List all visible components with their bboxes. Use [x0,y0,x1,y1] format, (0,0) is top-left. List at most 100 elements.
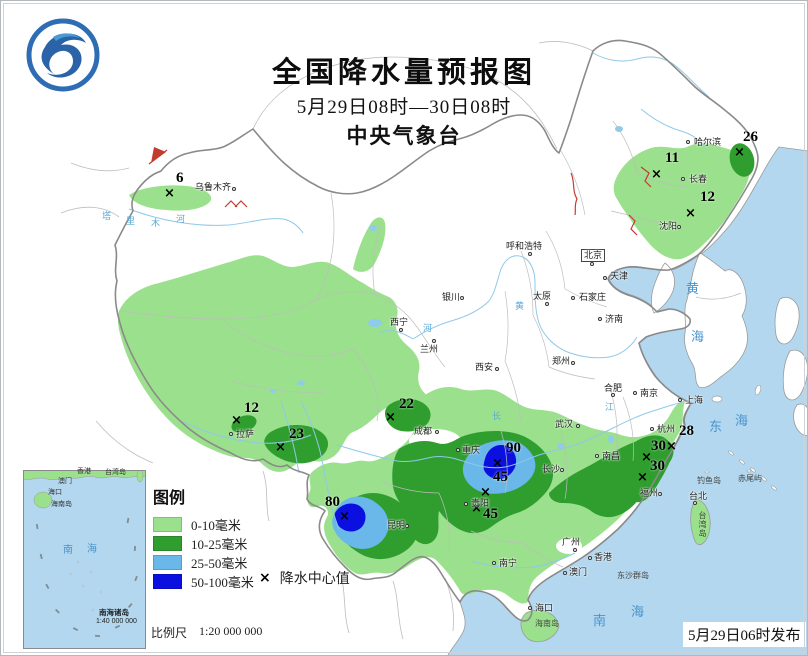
china-national-border [114,39,759,622]
liaodong-peninsula [651,262,675,314]
city-label: 重庆 [462,445,481,455]
inset-label: 南 [63,545,73,556]
city-dot [677,225,681,229]
city-label: 济南 [605,314,624,324]
river-label: 长 [492,411,502,421]
city-dot [528,252,532,256]
precip-center-x-icon: × [385,410,396,425]
rain-region-50-100-yunnan [334,503,366,532]
south-china-sea-inset-map [23,470,146,649]
city-dot [432,339,436,343]
city-label: 昆明 [387,520,406,530]
city-dot [229,432,233,436]
map-subtitle: 5月29日08时—30日08时 [296,97,512,118]
city-dot [633,391,637,395]
inset-label: 台湾岛 [105,469,126,476]
scale-label: 比例尺 [151,626,188,640]
city-dot [456,448,460,452]
taiwan-island [690,498,711,546]
city-label: 西安 [475,362,494,372]
inset-label: 海口 [48,489,62,496]
city-dot [576,424,580,428]
province-borders [118,120,686,568]
river-label: 里 [126,216,136,226]
city-label: 呼和浩特 [506,241,543,251]
legend-title: 图例 [153,490,186,507]
rain-region-10-25-tibet-a [231,415,257,433]
city-dot [603,276,607,280]
precip-center-x-icon: × [637,470,648,485]
city-dot [399,328,403,332]
island-label: 钓鱼岛 [697,476,721,485]
city-label: 贵阳 [471,498,490,508]
inset-title: 南海诸岛 [99,608,129,617]
city-dot [460,296,464,300]
precip-center-value: 11 [665,150,680,166]
precip-center-value: 45 [483,506,498,522]
inset-label: 香港 [77,468,91,475]
inset-nine-dash-line [35,517,138,638]
rain-region-0-10-west [117,255,430,472]
city-dot [590,262,594,266]
sea-label: 海 [631,604,646,619]
precip-center-value: 12 [244,400,259,416]
rain-region-10-25-ne [729,143,755,177]
inset-label: 海南岛 [51,501,72,508]
precip-center-x-icon: × [651,167,662,182]
legend-row: 50-100毫米 [153,572,254,591]
precip-center-x-icon: × [275,440,286,455]
city-label: 长春 [689,174,708,184]
precip-center-x-icon: × [339,509,350,524]
legend-label: 10-25毫米 [191,537,248,552]
korea-peninsula [684,252,748,389]
city-dot [435,430,439,434]
city-label: 长沙 [542,464,561,474]
rain-region-10-25-east [549,435,674,518]
island-label: 台湾岛 [698,511,707,538]
precip-center-x-icon: × [231,413,242,428]
precip-center-x-icon: × [666,439,677,454]
precip-center-value: 45 [493,469,508,485]
jeju-island [711,395,723,403]
precip-center-x-icon: × [259,570,271,586]
sea-label: 黄 [686,281,701,296]
city-label: 广州 [562,537,581,547]
precip-center-x-icon: × [480,485,491,500]
river-label: 河 [423,323,433,333]
tsushima-island [754,384,762,396]
city-dot [573,548,577,552]
city-dot [658,492,662,496]
precip-center-x-icon: × [492,456,503,471]
river-label: 河 [176,214,186,224]
map-title: 全国降水量预报图 [271,57,536,89]
city-label: 南京 [640,388,659,398]
lakes [270,126,623,449]
city-dot [693,501,697,505]
precip-center-x-icon: × [471,501,482,516]
city-label: 太原 [533,291,552,301]
legend-label: 50-100毫米 [191,575,254,590]
rain-region-0-10-gansu-tongue [353,217,386,272]
city-label: 石家庄 [579,292,607,302]
city-dot [595,454,599,458]
city-dot [492,561,496,565]
precip-center-value: 26 [743,129,758,145]
city-label: 台北 [689,491,708,501]
city-dot [678,398,682,402]
city-label: 武汉 [555,419,574,429]
precip-center-x-icon: × [685,206,696,221]
city-dot [571,296,575,300]
river-label: 江 [605,402,615,412]
legend-items: 0-10毫米 10-25毫米 25-50毫米 50-100毫米 [153,515,254,591]
river-label: 黄 [515,301,525,311]
legend-swatch [153,517,182,532]
city-label: 乌鲁木齐 [195,182,232,192]
red-flag-symbol [151,147,166,163]
sea-label: 南 [593,613,608,628]
city-label: 天津 [610,271,629,281]
ryukyu-islands [704,450,777,491]
legend-row: 0-10毫米 [153,515,254,534]
legend-swatch [153,555,182,570]
